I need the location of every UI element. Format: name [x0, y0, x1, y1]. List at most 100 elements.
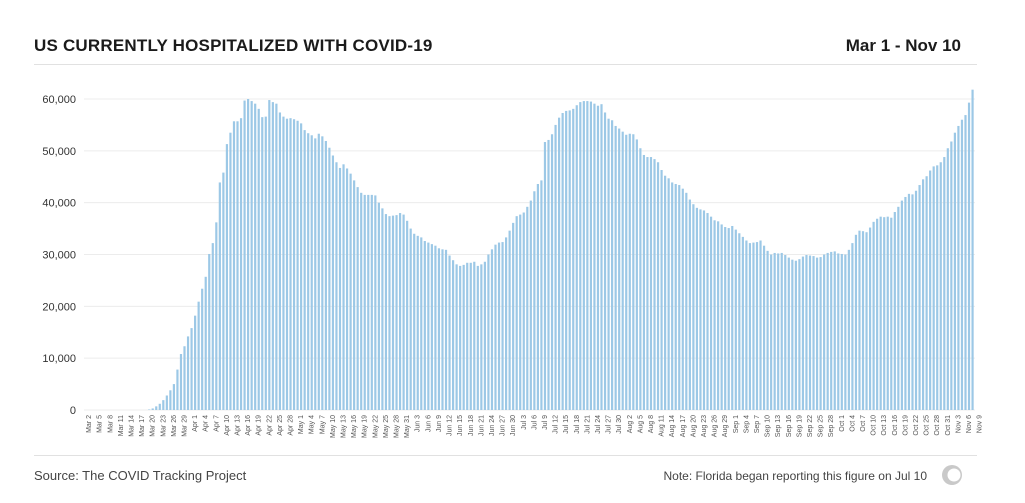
- bar: [222, 172, 225, 410]
- bar: [451, 260, 455, 410]
- x-tick-label: Sep 19: [796, 415, 803, 437]
- source-text: Source: The COVID Tracking Project: [34, 468, 247, 483]
- date-range-label: Mar 1 - Nov 10: [845, 36, 961, 55]
- bar: [406, 220, 409, 410]
- x-tick-label: Sep 22: [807, 415, 814, 437]
- bar: [618, 128, 621, 411]
- header-divider: [34, 64, 977, 65]
- covid-tracking-project-logo-icon: [942, 465, 962, 485]
- bar: [162, 400, 165, 410]
- bar: [395, 215, 398, 410]
- bar: [625, 134, 628, 410]
- x-tick-label: May 1: [298, 415, 305, 434]
- bar: [250, 101, 253, 410]
- bar: [363, 194, 366, 410]
- bar: [724, 227, 727, 410]
- bar: [430, 244, 433, 410]
- bar: [462, 264, 465, 410]
- bar: [936, 165, 939, 410]
- bar: [314, 138, 317, 410]
- bar: [939, 162, 942, 410]
- bar: [589, 101, 592, 410]
- chart-title: US CURRENTLY HOSPITALIZED WITH COVID-19: [34, 36, 433, 55]
- x-tick-label: Mar 17: [139, 415, 146, 437]
- x-tick-label: Aug 2: [627, 415, 634, 433]
- x-tick-label: Jul 18: [574, 415, 581, 434]
- bar: [868, 227, 872, 410]
- x-tick-label: Oct 28: [934, 415, 941, 436]
- x-tick-label: Jul 15: [563, 415, 570, 434]
- x-tick-label: May 13: [341, 415, 348, 438]
- x-tick-label: Jul 27: [606, 415, 613, 434]
- bar: [229, 132, 232, 410]
- bar: [830, 251, 833, 410]
- bar: [398, 213, 402, 410]
- bar: [505, 237, 508, 410]
- bar: [957, 125, 960, 410]
- bar: [466, 262, 469, 410]
- bar: [289, 118, 292, 411]
- x-tick-label: Apr 28: [288, 415, 295, 436]
- x-tick-label: Oct 1: [839, 415, 846, 432]
- bar: [847, 249, 850, 410]
- bar: [706, 213, 709, 410]
- y-tick-label: 10,000: [42, 353, 76, 365]
- bar: [215, 222, 218, 410]
- bar: [268, 100, 271, 410]
- bar: [851, 243, 854, 410]
- bar: [964, 115, 967, 410]
- x-tick-label: Apr 16: [245, 415, 252, 436]
- bar: [596, 105, 600, 411]
- bar: [247, 99, 250, 410]
- x-tick-label: Oct 31: [945, 415, 952, 436]
- x-tick-label: Mar 14: [129, 415, 136, 437]
- bar: [861, 231, 865, 410]
- bar: [766, 250, 769, 410]
- x-tick-label: Sep 1: [733, 415, 740, 433]
- bar: [151, 408, 154, 410]
- bar: [194, 315, 197, 410]
- y-tick-label: 30,000: [42, 250, 76, 262]
- bar: [377, 202, 380, 410]
- bar: [494, 244, 497, 410]
- bar: [533, 191, 536, 410]
- bar: [720, 224, 723, 410]
- x-tick-label: Aug 11: [659, 415, 666, 437]
- bar: [374, 195, 377, 410]
- bar: [925, 176, 928, 410]
- x-tick-label: Mar 23: [160, 415, 167, 437]
- y-tick-label: 50,000: [42, 146, 76, 158]
- x-tick-label: Sep 13: [775, 415, 782, 437]
- y-axis: 0 10,000 20,000 30,000 40,000 50,000 60,000: [42, 94, 76, 417]
- bar: [685, 192, 688, 410]
- bar: [900, 200, 903, 410]
- x-tick-label: Sep 7: [754, 415, 761, 433]
- bar: [254, 103, 257, 411]
- x-tick-label: Jul 21: [584, 415, 591, 434]
- x-tick-label: Aug 23: [701, 415, 708, 437]
- y-tick-label: 0: [70, 405, 76, 417]
- bar: [738, 233, 741, 410]
- bar: [681, 188, 684, 410]
- bar: [787, 257, 790, 410]
- bar: [155, 406, 158, 410]
- bar: [770, 254, 773, 410]
- x-tick-label: Jul 6: [531, 415, 538, 430]
- bar: [338, 167, 342, 410]
- bar: [519, 214, 522, 410]
- bar: [808, 255, 812, 410]
- bar: [367, 194, 370, 410]
- x-tick-label: May 7: [319, 415, 326, 434]
- bar: [434, 245, 437, 410]
- x-tick-label: Aug 26: [712, 415, 719, 437]
- bar: [812, 256, 815, 410]
- bar: [568, 110, 571, 411]
- bar: [840, 253, 843, 410]
- bar: [748, 243, 752, 410]
- x-tick-label: May 22: [372, 415, 379, 438]
- bar: [709, 216, 713, 410]
- bar: [384, 214, 388, 410]
- bar: [331, 155, 335, 410]
- bar: [423, 241, 426, 410]
- bar: [688, 199, 691, 410]
